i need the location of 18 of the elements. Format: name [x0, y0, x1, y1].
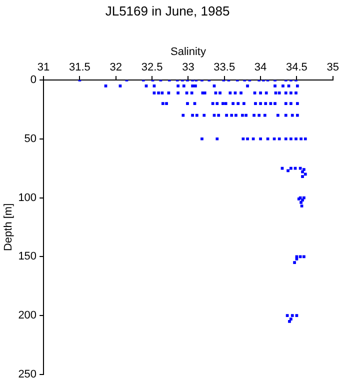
y-tick-label: 50 [24, 132, 37, 145]
y-tick-label: 150 [18, 250, 37, 263]
y-tick-label: 0 [30, 74, 37, 86]
y-axis-title: Depth [m] [2, 203, 15, 252]
x-tick-label: 32 [110, 61, 122, 74]
x-tick-label: 31.5 [69, 61, 90, 74]
x-axis-title: Salinity [170, 46, 206, 58]
y-tick-label: 100 [18, 192, 37, 204]
y-tick-label: 200 [18, 310, 37, 322]
x-tick-label: 32.5 [141, 61, 163, 74]
y-tick-label: 250 [18, 368, 37, 380]
x-tick-label: 35 [326, 61, 340, 74]
x-tick-label: 34 [254, 61, 267, 74]
x-tick-label: 34.5 [286, 61, 308, 74]
x-tick-label: 33 [182, 61, 194, 74]
x-tick-label: 33.5 [214, 61, 236, 74]
chart-title: JL5169 in June, 1985 [105, 3, 230, 18]
x-tick-label: 31 [37, 61, 50, 74]
